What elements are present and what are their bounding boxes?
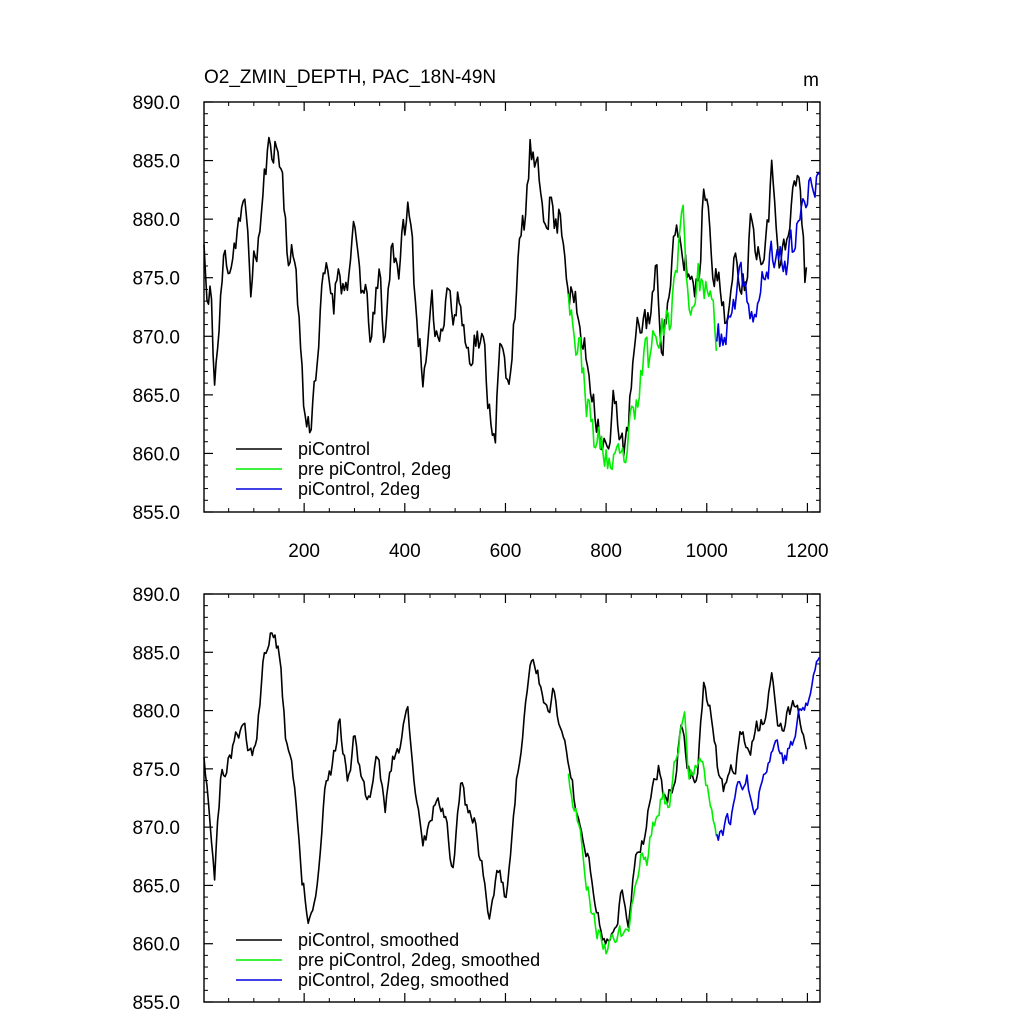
y-tick-label: 875.0: [132, 269, 180, 290]
y-tick-label: 865.0: [132, 386, 180, 407]
y-tick-label: 890.0: [132, 585, 180, 606]
y-tick-label: 855.0: [132, 993, 180, 1014]
y-tick-label: 880.0: [132, 210, 180, 231]
x-tick-label: 600: [490, 541, 522, 562]
series-group-smoothed: [203, 632, 821, 955]
x-tick-label: 200: [288, 541, 320, 562]
legend-label: piControl: [298, 439, 370, 459]
y-tick-labels-smoothed: 890.0 885.0 880.0 875.0 870.0 865.0 860.0 855.0: [132, 585, 180, 1014]
y-tick-label: 875.0: [132, 760, 180, 781]
panel-smoothed: 890.0 885.0 880.0 875.0 870.0 865.0 860.0 855.0…: [132, 585, 821, 1014]
y-tick-label: 855.0: [132, 503, 180, 524]
panel-raw: 890.0 885.0 880.0 875.0 870.0 865.0 860.0 855.0…: [132, 93, 828, 562]
legend-label: pre piControl, 2deg: [298, 459, 451, 479]
x-tick-labels-raw: 200 400 600 800 1000 1200: [288, 541, 828, 562]
series-group-raw: [203, 136, 821, 471]
y-tick-label: 870.0: [132, 818, 180, 839]
legend-label: pre piControl, 2deg, smoothed: [298, 950, 540, 970]
units-label: m: [803, 70, 819, 91]
plot-frame-smoothed: [203, 593, 821, 1003]
figure-title: O2_ZMIN_DEPTH, PAC_18N-49N: [204, 67, 496, 88]
x-tick-label: 1000: [686, 541, 728, 562]
x-tick-label: 800: [590, 541, 622, 562]
series-line-2: [716, 656, 821, 841]
tick-marks-raw: [204, 101, 820, 513]
series-line-2: [716, 172, 821, 348]
series-line-0: [203, 136, 808, 457]
series-line-0: [203, 632, 808, 945]
y-tick-label: 885.0: [132, 152, 180, 173]
y-tick-label: 860.0: [132, 935, 180, 956]
series-line-1: [567, 204, 718, 471]
legend-label: piControl, 2deg, smoothed: [298, 970, 509, 990]
x-tick-label: 1200: [786, 541, 828, 562]
y-tick-label: 870.0: [132, 327, 180, 348]
x-tick-label: 400: [389, 541, 421, 562]
y-tick-label: 860.0: [132, 444, 180, 465]
series-line-1: [567, 711, 718, 955]
y-tick-labels-raw: 890.0 885.0 880.0 875.0 870.0 865.0 860.0 855.0: [132, 93, 180, 524]
legend-label: piControl, smoothed: [298, 930, 459, 950]
y-tick-label: 890.0: [132, 93, 180, 114]
y-tick-label: 885.0: [132, 643, 180, 664]
y-tick-label: 865.0: [132, 876, 180, 897]
plot-frame-raw: [203, 101, 821, 513]
legend-label: piControl, 2deg: [298, 479, 420, 499]
y-tick-label: 880.0: [132, 702, 180, 723]
tick-marks-smoothed: [204, 593, 820, 1003]
